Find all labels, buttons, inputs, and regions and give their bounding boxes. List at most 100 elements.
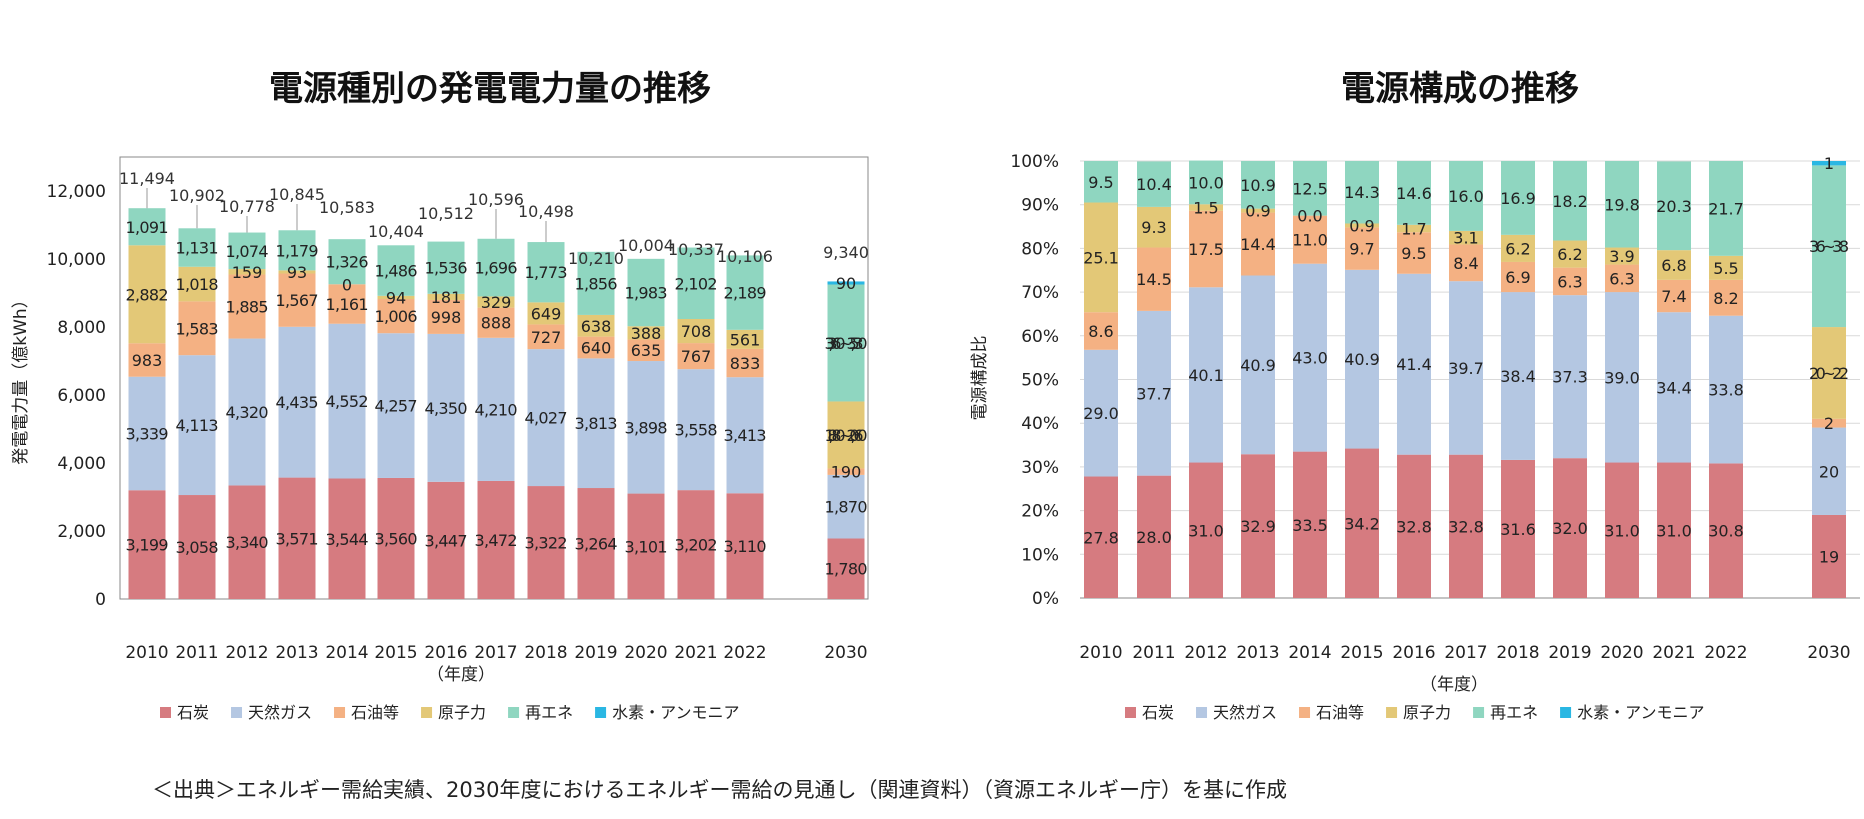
bar-segment-石油等 <box>1501 261 1535 293</box>
data-label: 1,780 <box>825 560 868 579</box>
data-label: 7.4 <box>1661 287 1686 306</box>
data-label: 4,257 <box>375 397 418 416</box>
data-label: 635 <box>631 341 662 360</box>
bar-segment-原子力 <box>1137 206 1171 248</box>
x-tick-label: 2013 <box>1236 643 1279 663</box>
chart-left-data-labels: 3,199 3,339 983 2,882 1,091 11,494 3,058 4,113 1… <box>119 169 869 579</box>
bar-segment-原子力 <box>1241 208 1275 213</box>
data-label: 1,885 <box>226 298 269 317</box>
data-label: 329 <box>481 293 512 312</box>
data-label: 3,322 <box>525 534 568 553</box>
bar-segment-天然ガス <box>827 474 865 539</box>
data-label: 159 <box>232 263 263 282</box>
bar-segment-石油等 <box>178 301 216 356</box>
data-label: 40.1 <box>1188 366 1224 385</box>
source-note: ＜出典＞エネルギー需給実績、2030年度におけるエネルギー需給の見通し（関連資料… <box>152 778 1287 802</box>
data-label: 3,544 <box>326 530 369 549</box>
x-tick-label: 2022 <box>1704 643 1747 663</box>
x-tick-label: 2019 <box>574 643 617 663</box>
data-label: 8.2 <box>1713 289 1738 308</box>
data-label: 9.5 <box>1401 244 1426 263</box>
data-label: 39.0 <box>1604 368 1640 387</box>
bar-segment-水素・アンモニア <box>827 281 865 285</box>
x-tick-label: 2022 <box>723 643 766 663</box>
data-label: 3,571 <box>276 529 319 548</box>
data-label: 0 <box>342 275 352 294</box>
x-tick-label: 2020 <box>1600 643 1643 663</box>
bar-segment-石油等 <box>1812 418 1846 428</box>
legend-item: 水素・アンモニア <box>1577 703 1704 722</box>
x-tick-label: 2011 <box>175 643 218 663</box>
bar-segment-石炭 <box>726 493 764 599</box>
chart-left-x-ticks: 2010 2011 2012 2013 2014 2015 2016 2017 2018 2019… <box>125 643 867 663</box>
legend-item: 再エネ <box>1490 703 1538 722</box>
bar-segment-原子力 <box>477 296 515 308</box>
data-label: 6.9 <box>1505 268 1530 287</box>
data-label: 94 <box>386 288 406 307</box>
data-label: 3,339 <box>126 424 169 443</box>
legend-item: 天然ガス <box>1213 703 1277 722</box>
bar-segment-再エネ <box>1605 161 1639 248</box>
data-label: 181 <box>431 288 462 307</box>
data-label: 561 <box>730 330 761 349</box>
bar-segment-石油等 <box>1397 232 1431 274</box>
legend-swatch <box>334 707 346 718</box>
data-label: 3,813 <box>575 414 618 433</box>
y-tick-label: 20% <box>1021 502 1059 522</box>
y-tick-label: 50% <box>1021 371 1059 391</box>
bar-segment-石油等 <box>827 468 865 475</box>
bar-segment-石炭 <box>477 480 515 599</box>
total-label: 10,337 <box>668 240 724 259</box>
data-label: 33.8 <box>1708 381 1744 400</box>
y-tick-label: 4,000 <box>57 454 106 474</box>
data-label: 3,558 <box>675 421 718 440</box>
legend-item: 再エネ <box>525 703 573 722</box>
data-label: 4,210 <box>475 400 518 419</box>
bar-segment-原子力 <box>377 295 415 300</box>
legend-swatch <box>1386 707 1398 718</box>
bar-segment-石炭 <box>328 478 366 599</box>
bar-segment-石炭 <box>1449 454 1483 598</box>
bar-segment-石炭 <box>427 481 465 599</box>
bar-segment-天然ガス <box>677 369 715 491</box>
chart-right-legend: 石炭 天然ガス 石油等 原子力 再エネ 水素・アンモニア <box>1125 703 1704 722</box>
data-label: 38.4 <box>1500 367 1536 386</box>
y-tick-label: 0% <box>1032 589 1059 609</box>
bar-segment-天然ガス <box>1553 295 1587 459</box>
legend-item: 水素・アンモニア <box>612 703 739 722</box>
bar-segment-石炭 <box>627 493 665 599</box>
chart-right-bars <box>1084 160 1846 598</box>
x-tick-label: 2021 <box>674 643 717 663</box>
data-label: 888 <box>481 314 512 333</box>
bar-segment-原子力 <box>1449 230 1483 245</box>
bar-segment-石油等 <box>328 284 366 324</box>
bar-segment-原子力 <box>627 326 665 340</box>
data-label: 3,898 <box>625 418 668 437</box>
bar-segment-石油等 <box>726 348 764 378</box>
data-label: 1,567 <box>276 291 319 310</box>
bar-segment-原子力 <box>827 401 865 469</box>
bar-segment-石炭 <box>677 490 715 599</box>
data-label: 36~38 <box>1809 237 1849 256</box>
bar-segment-再エネ <box>278 230 316 271</box>
data-label: 31.0 <box>1604 521 1640 540</box>
bar-segment-石炭 <box>1657 462 1691 598</box>
bar-segment-石油等 <box>527 324 565 350</box>
bar-segment-石油等 <box>128 343 166 377</box>
data-label: 34.2 <box>1344 514 1380 533</box>
bar-segment-天然ガス <box>1397 273 1431 455</box>
x-tick-label: 2018 <box>524 643 567 663</box>
bar-segment-天然ガス <box>1605 292 1639 463</box>
bar-segment-石炭 <box>1293 451 1327 598</box>
bar-segment-原子力 <box>1084 202 1118 313</box>
x-tick-label: 2030 <box>824 643 867 663</box>
bar-segment-天然ガス <box>527 349 565 487</box>
bar-segment-石油等 <box>1449 244 1483 282</box>
y-tick-label: 8,000 <box>57 318 106 338</box>
y-tick-label: 100% <box>1010 152 1059 172</box>
bar-segment-原子力 <box>1397 224 1431 233</box>
data-label: 43.0 <box>1292 349 1328 368</box>
bar-segment-天然ガス <box>328 323 366 479</box>
bar-segment-天然ガス <box>1293 263 1327 452</box>
x-tick-label: 2012 <box>1184 643 1227 663</box>
